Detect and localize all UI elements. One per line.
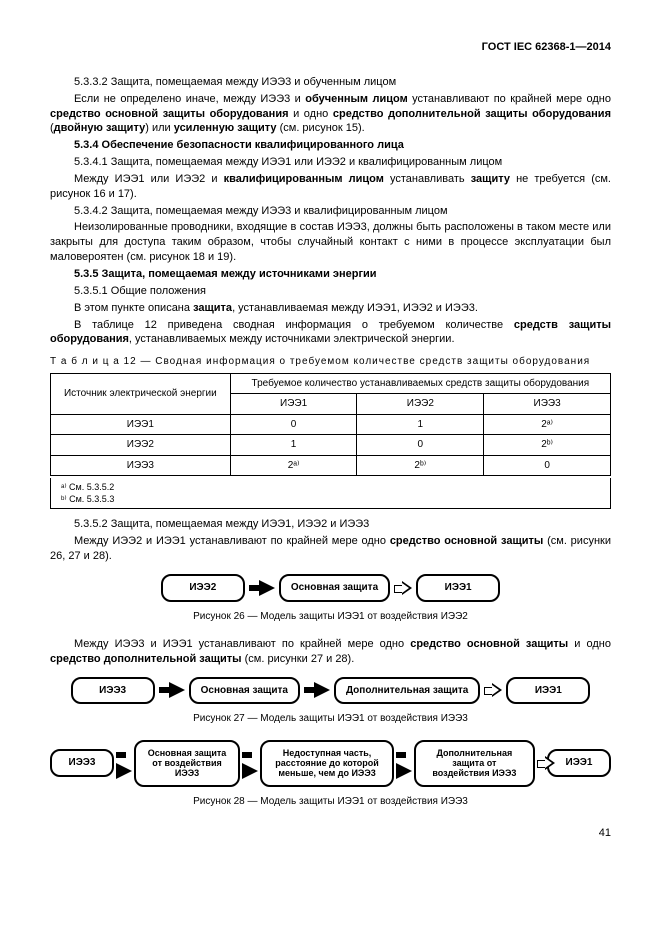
t: Между ИЭЭ2 и ИЭЭ1 устанавливают по крайн… bbox=[74, 535, 390, 547]
arrow-solid-icon bbox=[249, 580, 275, 596]
figure-28-caption: Рисунок 28 — Модель защиты ИЭЭ1 от возде… bbox=[50, 795, 611, 809]
node: ИЭЭ3 bbox=[50, 749, 114, 777]
para-5332: 5.3.3.2 Защита, помещаемая между ИЭЭ3 и … bbox=[50, 75, 611, 90]
para-5351-body2: В таблице 12 приведена сводная информаци… bbox=[50, 318, 611, 348]
td: 2ᵃ⁾ bbox=[484, 414, 611, 435]
table-row: ИЭЭ3 2ᵃ⁾ 2ᵇ⁾ 0 bbox=[51, 455, 611, 476]
figure-27-caption: Рисунок 27 — Модель защиты ИЭЭ1 от возде… bbox=[50, 712, 611, 726]
t: средство дополнительной защиты bbox=[50, 653, 242, 665]
para-5352-body: Между ИЭЭ2 и ИЭЭ1 устанавливают по крайн… bbox=[50, 534, 611, 564]
table-12: Источник электрической энергии Требуемое… bbox=[50, 373, 611, 477]
heading-534: 5.3.4 Обеспечение безопасности квалифици… bbox=[50, 138, 611, 153]
node: ИЭЭ2 bbox=[161, 574, 245, 602]
t: , устанавливаемая между ИЭЭ1, ИЭЭ2 и ИЭЭ… bbox=[232, 302, 478, 314]
t: Между ИЭЭ1 или ИЭЭ2 и bbox=[74, 173, 224, 185]
para-5342-body: Неизолированные проводники, входящие в с… bbox=[50, 220, 611, 265]
node: ИЭЭ3 bbox=[71, 677, 155, 705]
para-5352: 5.3.5.2 Защита, помещаемая между ИЭЭ1, И… bbox=[50, 517, 611, 532]
arrow-solid-icon bbox=[159, 682, 185, 698]
heading-535: 5.3.5 Защита, помещаемая между источника… bbox=[50, 267, 611, 282]
para-between-figs: Между ИЭЭ3 и ИЭЭ1 устанавливают по крайн… bbox=[50, 637, 611, 667]
node: Основная защита от воздействия ИЭЭ3 bbox=[134, 740, 240, 787]
figure-27: ИЭЭ3 Основная защита Дополнительная защи… bbox=[50, 677, 611, 705]
para-5341: 5.3.4.1 Защита, помещаемая между ИЭЭ1 ил… bbox=[50, 155, 611, 170]
node: Основная защита bbox=[279, 574, 390, 602]
t: средство дополнительной защиты оборудова… bbox=[333, 108, 611, 120]
node: ИЭЭ1 bbox=[547, 749, 611, 777]
fn: ᵃ⁾ См. 5.3.5.2 bbox=[61, 481, 600, 493]
td: 1 bbox=[230, 435, 357, 456]
para-5341-body: Между ИЭЭ1 или ИЭЭ2 и квалифицированным … bbox=[50, 172, 611, 202]
arrow-solid-icon bbox=[396, 748, 412, 779]
td: 0 bbox=[484, 455, 611, 476]
t: и одно bbox=[568, 638, 611, 650]
arrow-solid-icon bbox=[116, 748, 132, 779]
th-rowhead: Источник электрической энергии bbox=[51, 373, 231, 414]
td: 0 bbox=[357, 435, 484, 456]
th-main: Требуемое количество устанавливаемых сре… bbox=[230, 373, 610, 394]
table-caption: Т а б л и ц а 12 — Сводная информация о … bbox=[50, 355, 611, 369]
t: Между ИЭЭ3 и ИЭЭ1 устанавливают по крайн… bbox=[74, 638, 410, 650]
table-row: ИЭЭ1 0 1 2ᵃ⁾ bbox=[51, 414, 611, 435]
node: ИЭЭ1 bbox=[416, 574, 500, 602]
arrow-solid-icon bbox=[242, 748, 258, 779]
td: 2ᵃ⁾ bbox=[230, 455, 357, 476]
fn: ᵇ⁾ См. 5.3.5.3 bbox=[61, 493, 600, 505]
t: средство основной защиты bbox=[410, 638, 568, 650]
arrow-outline-icon bbox=[537, 756, 545, 770]
th-col: ИЭЭ1 bbox=[230, 394, 357, 415]
arrow-solid-icon bbox=[304, 682, 330, 698]
node: Недоступная часть, расстояние до которой… bbox=[260, 740, 394, 787]
table-footnotes: ᵃ⁾ См. 5.3.5.2 ᵇ⁾ См. 5.3.5.3 bbox=[50, 478, 611, 509]
td: 2ᵇ⁾ bbox=[484, 435, 611, 456]
node: ИЭЭ1 bbox=[506, 677, 590, 705]
th-col: ИЭЭ2 bbox=[357, 394, 484, 415]
t: Если не определено иначе, между ИЭЭ3 и bbox=[74, 93, 305, 105]
t: В этом пункте описана bbox=[74, 302, 193, 314]
node: Основная защита bbox=[189, 677, 300, 705]
td: ИЭЭ3 bbox=[51, 455, 231, 476]
t: , устанавливаемых между источниками элек… bbox=[129, 333, 455, 345]
figure-26: ИЭЭ2 Основная защита ИЭЭ1 bbox=[50, 574, 611, 602]
t: устанавливать bbox=[384, 173, 471, 185]
figure-26-caption: Рисунок 26 — Модель защиты ИЭЭ1 от возде… bbox=[50, 610, 611, 624]
para-5332-body: Если не определено иначе, между ИЭЭ3 и о… bbox=[50, 92, 611, 137]
para-5342: 5.3.4.2 Защита, помещаемая между ИЭЭ3 и … bbox=[50, 204, 611, 219]
td: 1 bbox=[357, 414, 484, 435]
td: ИЭЭ2 bbox=[51, 435, 231, 456]
arrow-outline-icon bbox=[394, 581, 412, 595]
para-5351: 5.3.5.1 Общие положения bbox=[50, 284, 611, 299]
t: средство основной защиты bbox=[390, 535, 543, 547]
th-col: ИЭЭ3 bbox=[484, 394, 611, 415]
t: и одно bbox=[289, 108, 333, 120]
t: обученным лицом bbox=[305, 93, 407, 105]
t: (см. рисунки 27 и 28). bbox=[242, 653, 355, 665]
node: Дополнительная защита bbox=[334, 677, 480, 705]
page-number: 41 bbox=[50, 826, 611, 841]
t: защита bbox=[193, 302, 232, 314]
td: 0 bbox=[230, 414, 357, 435]
table-row: ИЭЭ2 1 0 2ᵇ⁾ bbox=[51, 435, 611, 456]
t: усиленную защиту bbox=[174, 122, 277, 134]
node: Дополнительная защита от воздействия ИЭЭ… bbox=[414, 740, 535, 787]
t: двойную защиту bbox=[54, 122, 146, 134]
para-5351-body1: В этом пункте описана защита, устанавлив… bbox=[50, 301, 611, 316]
td: 2ᵇ⁾ bbox=[357, 455, 484, 476]
t: защиту bbox=[471, 173, 510, 185]
t: В таблице 12 приведена сводная информаци… bbox=[74, 319, 514, 331]
t: устанавливают по крайней мере одно bbox=[408, 93, 611, 105]
t: квалифицированным лицом bbox=[224, 173, 384, 185]
td: ИЭЭ1 bbox=[51, 414, 231, 435]
doc-header: ГОСТ IEC 62368-1—2014 bbox=[50, 40, 611, 55]
t: (см. рисунок 15). bbox=[277, 122, 365, 134]
arrow-outline-icon bbox=[484, 683, 502, 697]
t: ) или bbox=[145, 122, 173, 134]
t: средство основной защиты оборудования bbox=[50, 108, 289, 120]
figure-28: ИЭЭ3 Основная защита от воздействия ИЭЭ3… bbox=[50, 740, 611, 787]
